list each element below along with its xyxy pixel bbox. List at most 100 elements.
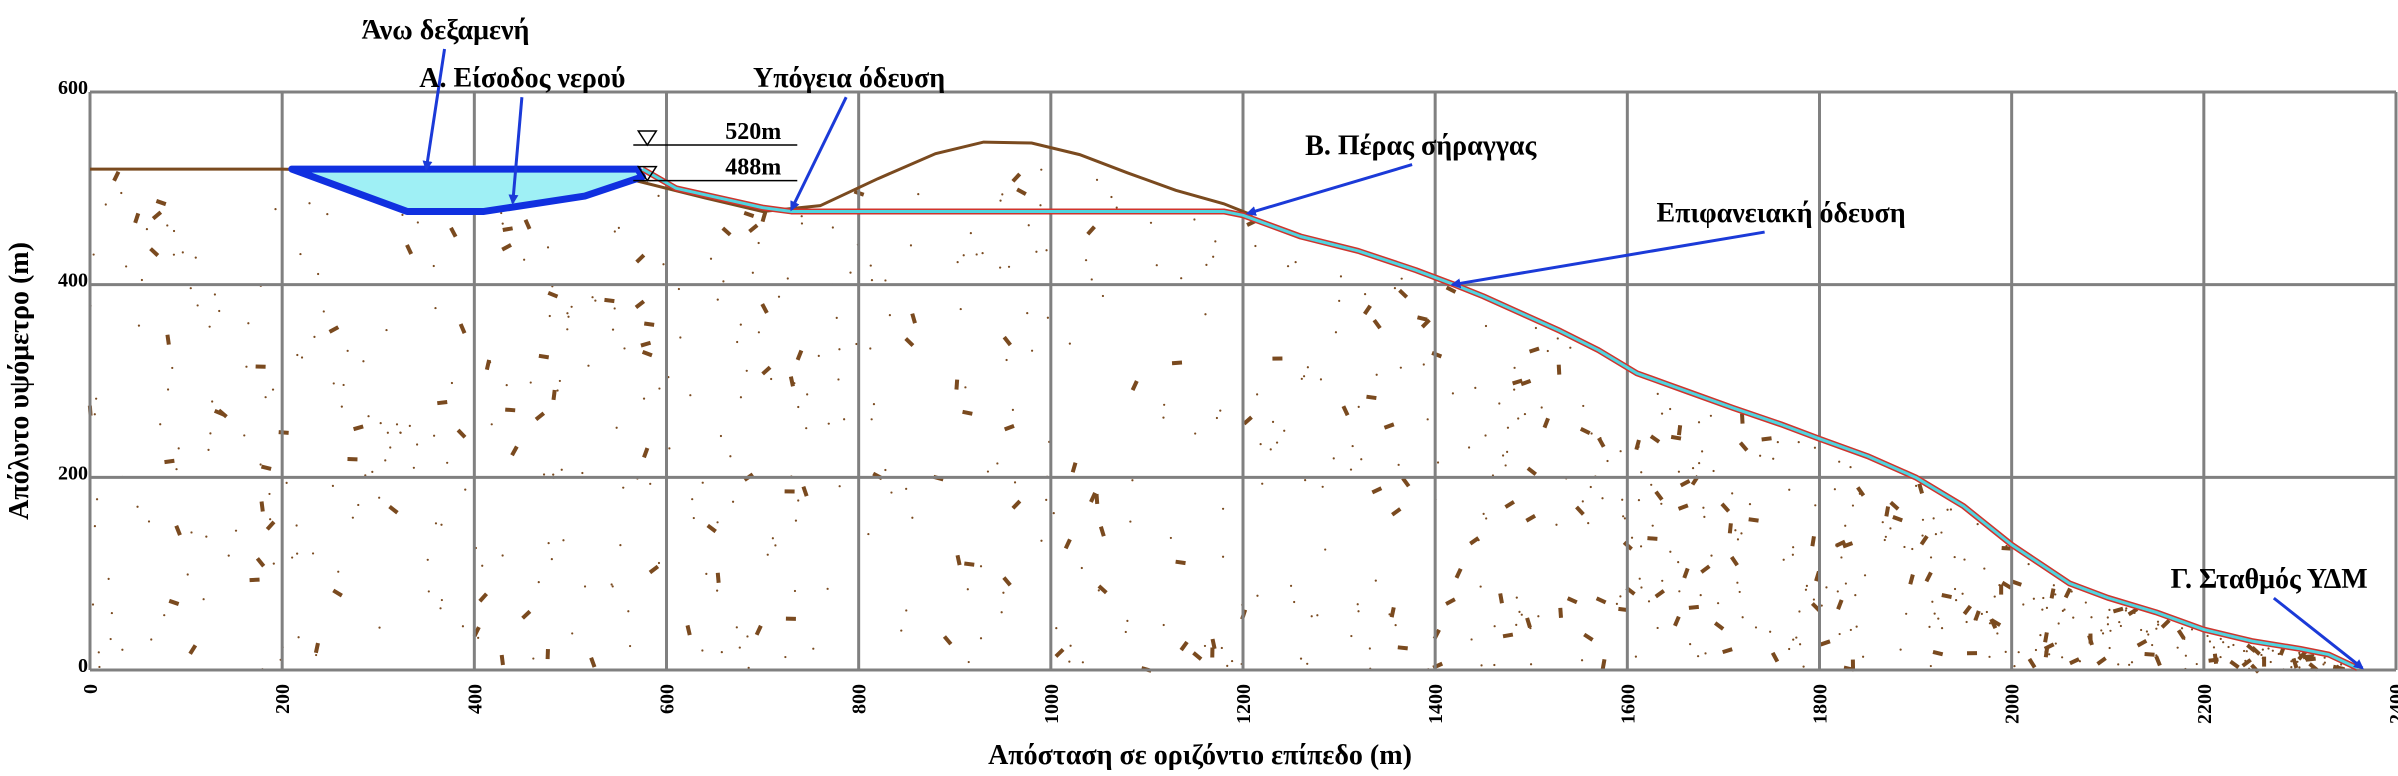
ground-dot <box>611 328 615 331</box>
ground-dot <box>774 544 777 547</box>
ground-dot <box>385 328 388 332</box>
ground-dot <box>1932 517 1935 520</box>
ground-fleck <box>2063 587 2072 599</box>
ground-dot <box>2061 609 2064 612</box>
ground-dot <box>1283 429 1286 432</box>
ground-fleck <box>249 577 260 583</box>
ground-fleck <box>1713 621 1725 631</box>
ground-dot <box>1534 326 1538 330</box>
ground-dot <box>716 589 719 592</box>
ground-dot <box>1623 517 1626 520</box>
ground-fleck <box>1842 541 1854 549</box>
ground-dot <box>556 389 559 392</box>
ground-dot <box>806 393 809 396</box>
ground-dot <box>176 602 179 605</box>
ground-dot <box>1397 463 1400 466</box>
ground-fleck <box>685 624 692 636</box>
ground-dot <box>542 473 546 476</box>
ground-dot <box>1226 664 1229 667</box>
ground-dot <box>1738 590 1741 594</box>
ground-dot <box>1792 546 1795 549</box>
min-level-symbol <box>636 165 658 183</box>
ground-dot <box>1302 375 1306 378</box>
ground-dot <box>268 492 271 496</box>
ground-fleck <box>2001 580 2012 590</box>
ground-dot <box>389 446 392 449</box>
ground-fleck <box>2001 545 2012 551</box>
ground-fleck <box>1761 436 1772 442</box>
ground-fleck <box>954 379 960 390</box>
ground-dot <box>326 213 329 216</box>
ground-dot <box>1256 594 1259 597</box>
ground-fleck <box>499 654 505 666</box>
ground-dot <box>677 287 680 291</box>
ground-fleck <box>313 642 320 654</box>
ground-dot <box>433 434 436 437</box>
ground-dot <box>837 378 840 381</box>
ground-dot <box>2109 629 2112 632</box>
ground-dot <box>2048 653 2051 656</box>
ground-dot <box>351 516 354 519</box>
ground-dot <box>1844 524 1847 527</box>
ground-fleck <box>955 554 962 566</box>
ground-dot <box>831 226 834 229</box>
ground-fleck <box>2112 606 2124 614</box>
ground-fleck <box>634 299 646 310</box>
ground-dot <box>1637 498 1641 502</box>
annotation-arrow <box>422 48 447 172</box>
ground-dot <box>747 666 750 669</box>
ground-dot <box>2034 648 2038 652</box>
ground-fleck <box>1520 378 1532 387</box>
ground-fleck <box>478 592 489 603</box>
ground-dot <box>416 443 419 446</box>
ground-fleck <box>2088 633 2093 644</box>
ground-dot <box>120 191 123 195</box>
min-level-label: 488m <box>725 155 781 181</box>
ground-dot <box>2195 662 2198 666</box>
ground-dot <box>979 565 983 568</box>
ground-fleck <box>1179 640 1189 652</box>
x-tick-label: 400 <box>464 684 486 714</box>
ground-dot <box>738 646 741 649</box>
ground-dot <box>1204 313 1207 316</box>
ground-dot <box>1400 277 1403 280</box>
ground-dot <box>2222 641 2225 644</box>
ground-dot <box>1069 644 1072 647</box>
ground-fleck <box>1941 593 1952 600</box>
ground-dot <box>560 468 563 471</box>
ground-dot <box>1030 349 1034 352</box>
ground-dot <box>209 432 212 435</box>
ground-dot <box>1357 405 1360 408</box>
x-axis-label: Απόσταση σε οριζόντιο επίπεδο (m) <box>988 740 1412 771</box>
ground-dot <box>1436 461 1440 464</box>
ground-dot <box>628 644 632 648</box>
ground-dot <box>1838 632 1841 636</box>
ground-dot <box>2242 649 2246 653</box>
ground-fleck <box>521 609 532 620</box>
ground-fleck <box>188 644 198 655</box>
ground-fleck <box>1558 607 1563 618</box>
ground-fleck <box>784 489 795 494</box>
ground-dot <box>245 365 248 368</box>
ground-dot <box>1622 515 1625 518</box>
ground-dot <box>2140 628 2143 632</box>
ground-fleck <box>155 199 167 207</box>
ground-fleck <box>760 303 769 314</box>
ground-dot <box>172 229 176 233</box>
ground-dot <box>870 418 873 421</box>
ground-dot <box>1993 595 1996 598</box>
ground-dot <box>110 611 113 615</box>
ground-dot <box>1946 508 1949 511</box>
ground-dot <box>93 525 96 528</box>
ground-dot <box>2322 663 2325 666</box>
ground-dot <box>817 354 820 358</box>
ground-dot <box>1805 584 1808 587</box>
ground-dot <box>177 447 180 450</box>
ground-dot <box>2063 608 2066 611</box>
ground-fleck <box>1210 647 1215 658</box>
ground-dot <box>159 423 162 426</box>
ground-dot <box>1833 488 1836 491</box>
ground-fleck <box>1525 514 1537 523</box>
ground-fleck <box>458 323 467 334</box>
ground-dot <box>269 518 272 521</box>
